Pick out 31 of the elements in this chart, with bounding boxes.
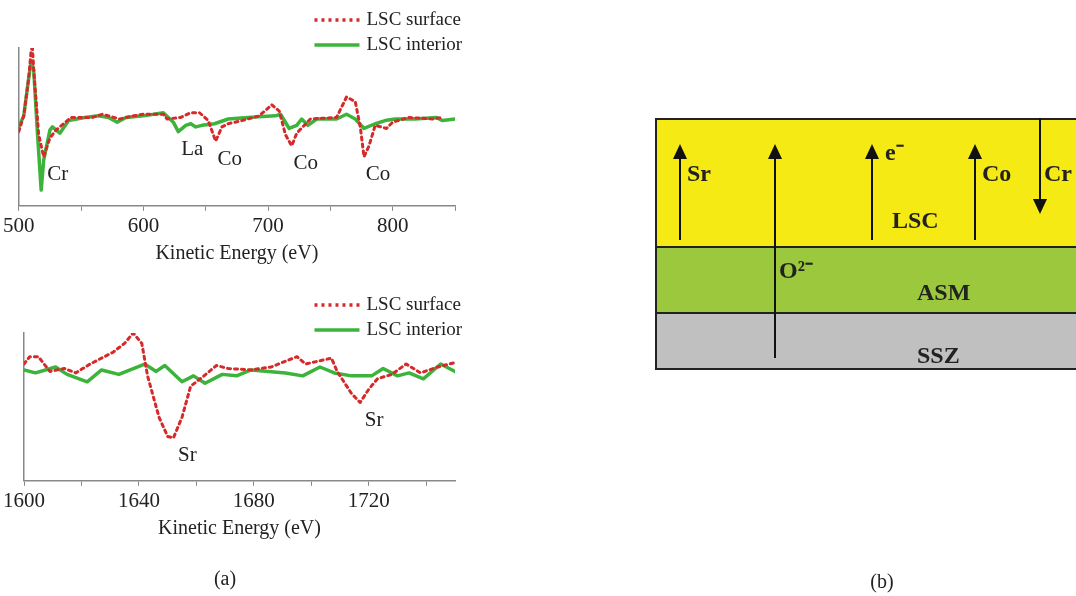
- text: Co: [982, 160, 1012, 186]
- x-axis-title: Kinetic Energy (eV): [155, 241, 319, 265]
- x-tick-label: 1600: [3, 487, 45, 512]
- legend-label: LSC surface: [366, 7, 461, 29]
- x-axis-title: Kinetic Energy (eV): [158, 516, 321, 540]
- text: ASM: [917, 279, 971, 305]
- x-tick-label: 1680: [232, 487, 275, 512]
- x-tick-label: 1720: [347, 487, 390, 512]
- annotation: Sr: [364, 406, 384, 431]
- legend-label: LSC interior: [366, 32, 463, 54]
- x-tick-label: 1640: [117, 487, 160, 512]
- text: e⁻: [885, 139, 904, 165]
- text: SSZ: [917, 342, 960, 368]
- text: Sr: [687, 160, 711, 186]
- annotation: Sr: [178, 442, 197, 467]
- x-tick-label: 800: [376, 212, 409, 237]
- x-tick-label: 700: [252, 212, 284, 237]
- annotation: Co: [365, 161, 391, 186]
- annotation: Cr: [47, 161, 69, 186]
- text: LSC: [892, 207, 939, 233]
- x-tick-label: 500: [3, 212, 35, 237]
- annotation: Co: [217, 145, 242, 170]
- text: (a): [213, 567, 237, 590]
- text: O²⁻: [779, 257, 813, 283]
- text: (b): [870, 570, 894, 593]
- annotation: Co: [293, 150, 318, 175]
- x-tick-label: 600: [127, 212, 160, 237]
- annotation: La: [181, 136, 205, 161]
- text: Cr: [1044, 160, 1072, 186]
- legend-label: LSC interior: [366, 317, 463, 339]
- legend-label: LSC surface: [366, 292, 461, 314]
